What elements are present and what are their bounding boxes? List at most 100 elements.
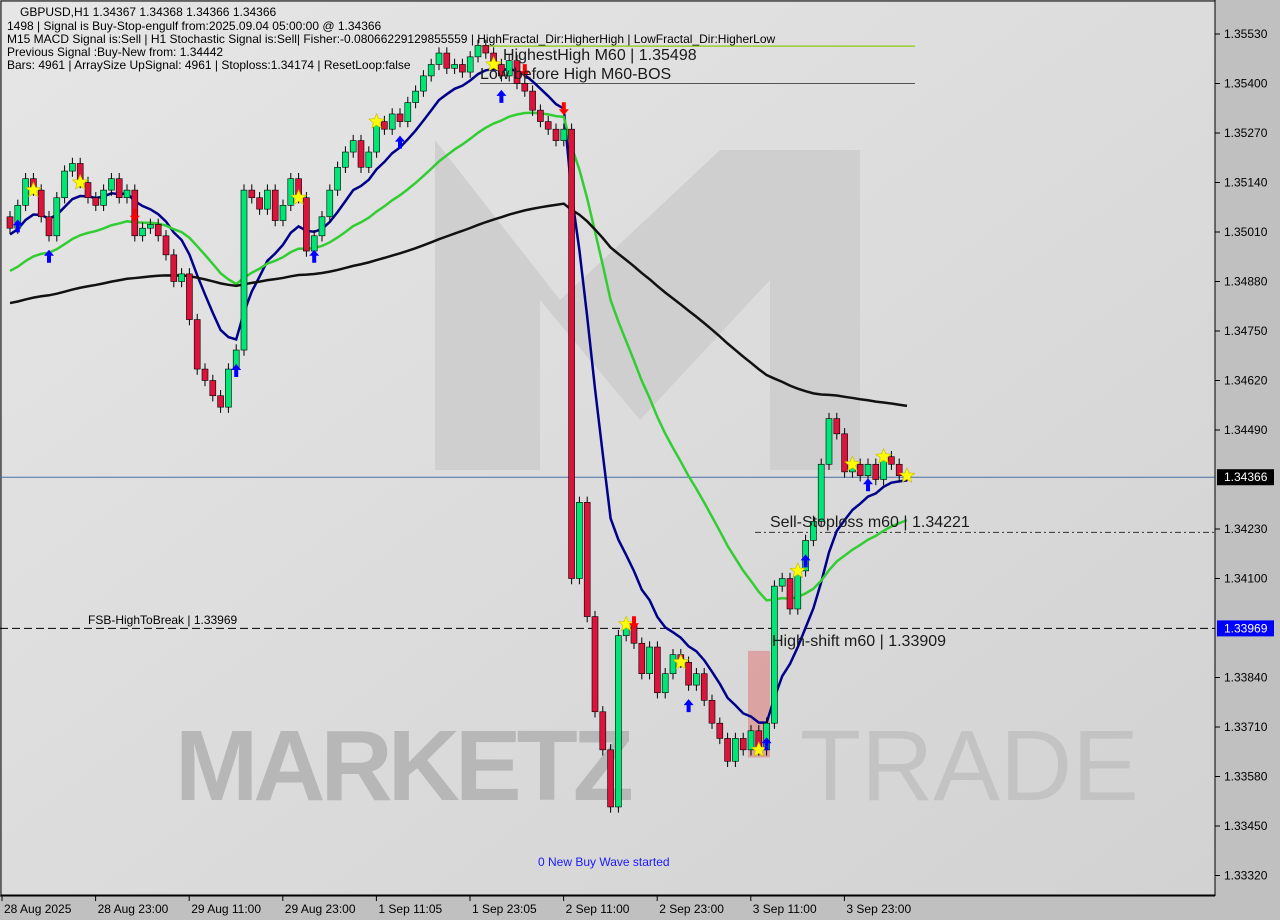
candle — [505, 54, 513, 82]
star-icon — [25, 181, 42, 198]
fast-ma-line — [9, 67, 908, 724]
price-axis[interactable]: 1.35530 1.35400 1.35270 1.35140 1.35010 1.348… — [1214, 0, 1280, 920]
candle — [193, 313, 201, 375]
star-icon — [750, 740, 768, 757]
signal-line: 1498 | Signal is Buy-Stop-engulf from:20… — [7, 19, 382, 33]
candle-body — [404, 102, 412, 122]
candle — [459, 58, 466, 78]
candle-body — [303, 197, 310, 252]
candle — [365, 146, 373, 173]
watermark-left: MARKETZ — [175, 710, 632, 822]
candle — [53, 192, 61, 242]
time-axis[interactable]: 28 Aug 2025 28 Aug 23:00 29 Aug 11:00 29 Au… — [0, 895, 1215, 916]
candle — [318, 211, 326, 242]
candle — [466, 51, 474, 78]
candle-body — [108, 178, 115, 191]
candle — [139, 222, 146, 242]
candle — [583, 496, 591, 623]
candle-body — [872, 463, 880, 480]
price-tick-label: 1.34490 — [1224, 423, 1268, 437]
buy-arrow-icon — [44, 249, 54, 263]
candle — [334, 161, 341, 196]
candle-body — [349, 140, 357, 153]
price-tick-label: 1.34750 — [1224, 324, 1268, 338]
price-tick-label: 1.33840 — [1224, 671, 1268, 685]
time-tick-label: 29 Aug 11:00 — [191, 902, 261, 916]
fsb-price-tag: 1.33969 — [1224, 621, 1268, 635]
candle-body — [895, 463, 903, 476]
candle-body — [544, 121, 552, 130]
buy-arrow-icon — [231, 364, 242, 378]
candle-body — [365, 151, 373, 168]
candle — [178, 268, 185, 288]
candle-body — [817, 463, 825, 522]
price-tick-label: 1.35530 — [1224, 27, 1268, 41]
star-icon — [617, 615, 635, 632]
sell-stoploss-label: Sell-Stoploss m60 | 1.34221 — [770, 514, 970, 531]
star-icon — [485, 55, 502, 72]
candle — [225, 363, 232, 413]
candle-body — [342, 151, 349, 168]
price-tick-label: 1.34880 — [1224, 275, 1268, 289]
candle — [201, 363, 209, 387]
candle — [326, 184, 334, 223]
sell-arrow-icon — [519, 64, 530, 78]
candle — [576, 496, 583, 585]
candle — [872, 458, 880, 486]
candle — [303, 192, 310, 257]
price-tick-label: 1.35010 — [1224, 225, 1268, 239]
star-icon — [672, 653, 690, 670]
candle — [778, 572, 786, 592]
candle-body — [92, 197, 100, 206]
watermark: MARKETZ TRADE — [175, 140, 1139, 822]
candle-body — [747, 730, 755, 751]
candle-body — [505, 60, 513, 77]
price-tick-label: 1.34230 — [1224, 522, 1268, 536]
candle-body — [537, 109, 544, 122]
candle-body — [287, 178, 295, 206]
candle-body — [435, 52, 443, 65]
candle-body — [576, 502, 583, 579]
candle — [279, 199, 287, 227]
buy-arrow-icon — [800, 554, 811, 568]
candle-body — [474, 45, 482, 58]
candle — [638, 637, 646, 680]
candle — [864, 458, 872, 482]
candle-body — [724, 738, 731, 762]
candle-body — [661, 673, 669, 694]
candle — [37, 184, 45, 223]
candle-body — [6, 216, 14, 229]
candle — [825, 412, 833, 470]
candle — [810, 515, 817, 547]
candle-body — [264, 189, 271, 210]
candle — [248, 184, 256, 204]
buy-arrow-icon — [761, 737, 772, 751]
candle-body — [162, 235, 170, 256]
candle-body — [599, 711, 607, 751]
star-icon — [71, 173, 89, 190]
price-tick-label: 1.33710 — [1224, 720, 1268, 734]
candle-body — [326, 189, 334, 218]
price-tick-label: 1.33580 — [1224, 770, 1268, 784]
buy-arrow-icon — [12, 219, 23, 233]
candle-body — [225, 368, 232, 408]
bars-line: Bars: 4961 | ArraySize UpSignal: 4961 | … — [7, 58, 411, 72]
candle — [388, 108, 396, 135]
time-tick-label: 1 Sep 11:05 — [378, 902, 442, 916]
price-tick-label: 1.35140 — [1224, 176, 1268, 190]
candle-body — [778, 578, 786, 587]
candle-body — [591, 616, 599, 713]
candle — [544, 115, 552, 135]
candle-body — [427, 64, 435, 77]
candle-body — [115, 178, 123, 199]
sell-arrow-icon — [129, 208, 140, 222]
candle-body — [154, 224, 162, 237]
candle-body — [69, 163, 76, 172]
candle-body — [466, 56, 474, 73]
signal-markers — [12, 55, 916, 757]
candle-body — [615, 635, 622, 808]
candle — [186, 268, 193, 326]
candle-body — [716, 722, 724, 739]
candle — [451, 58, 458, 74]
